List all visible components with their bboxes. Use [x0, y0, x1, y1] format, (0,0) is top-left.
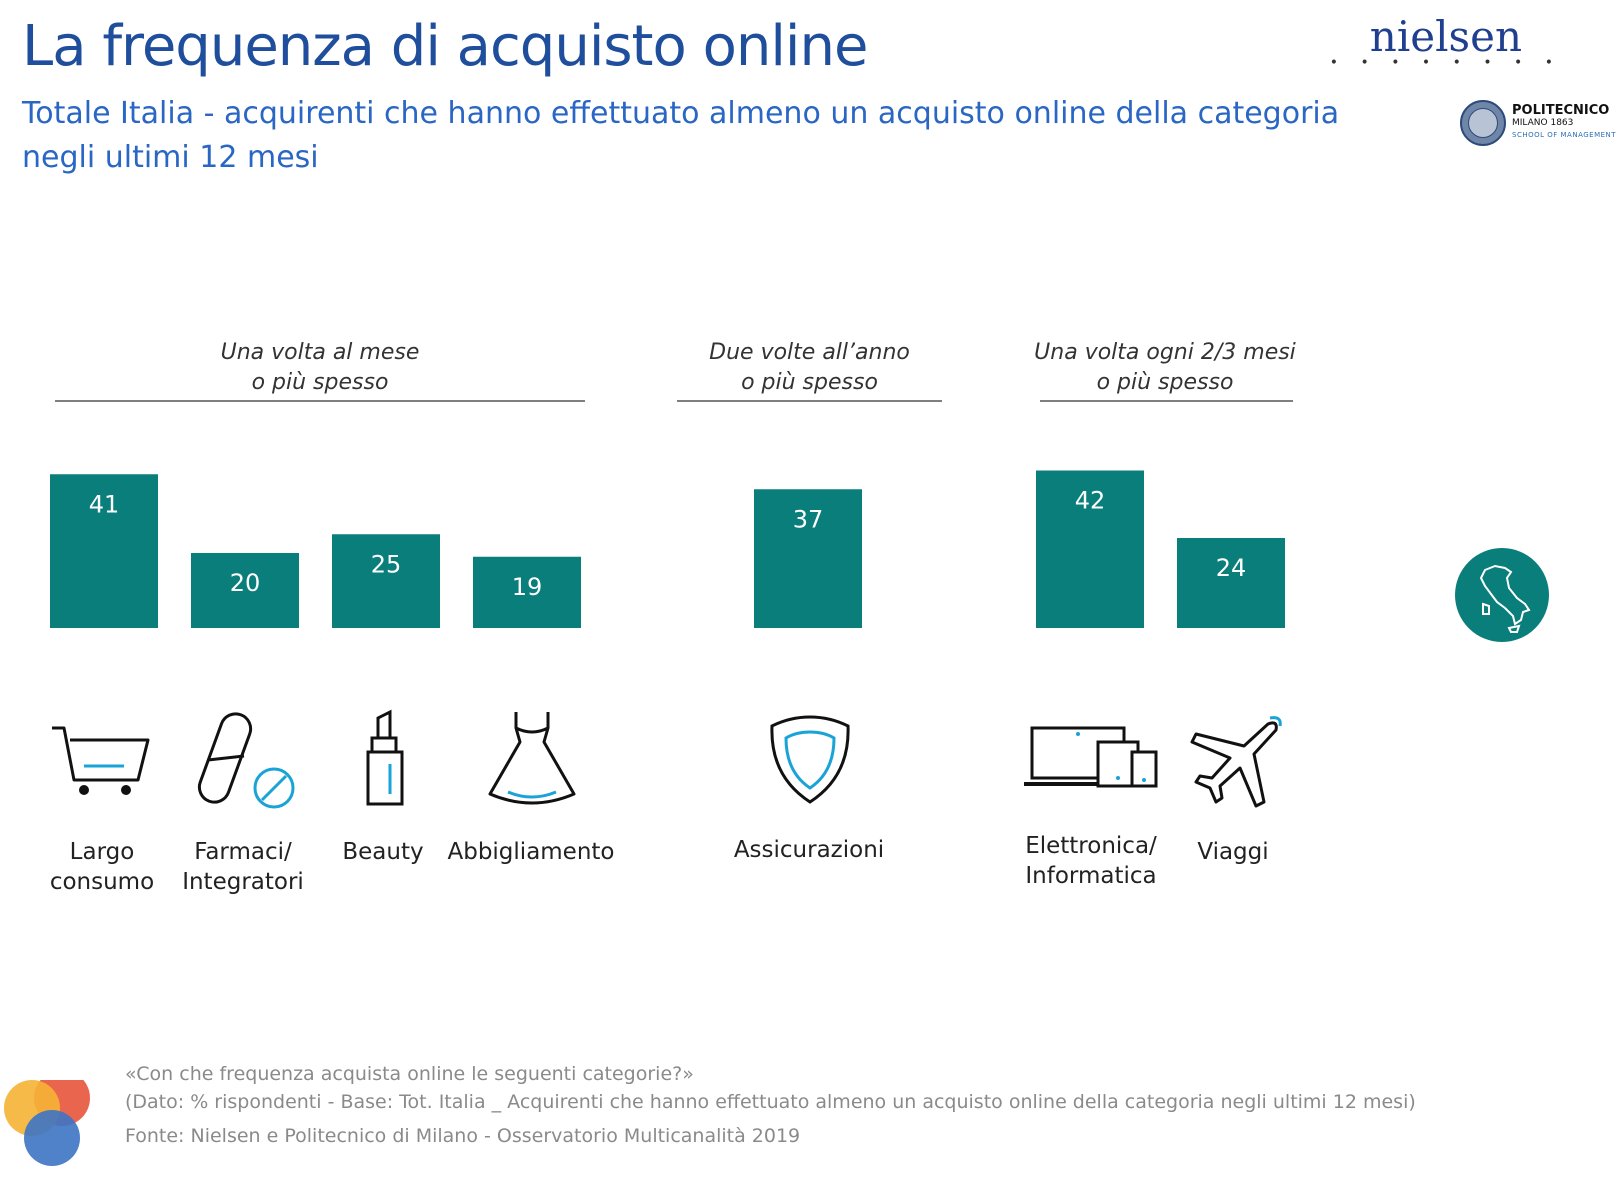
airplane-icon — [1190, 716, 1282, 808]
page-title: La frequenza di acquisto online — [22, 14, 868, 79]
bar-value-label-3: 19 — [512, 573, 543, 601]
category-label-viaggi: Viaggi — [1138, 837, 1328, 867]
bar-4 — [754, 489, 862, 628]
devices-icon — [1024, 726, 1158, 788]
group-rule-monthly — [55, 400, 585, 402]
group-label-line2: o più spesso — [251, 370, 389, 395]
politecnico-name: POLITECNICO — [1512, 103, 1610, 118]
politecnico-school: SCHOOL OF MANAGEMENT — [1512, 131, 1617, 139]
category-label-line2: Informatica — [1025, 863, 1157, 889]
group-label-line1: Una volta al mese — [220, 340, 420, 365]
category-label-beauty: Beauty — [288, 837, 478, 867]
shield-icon — [770, 715, 850, 804]
category-label-farmaci: Farmaci/ Integratori — [148, 837, 338, 897]
category-label-line1: Elettronica/ — [1025, 833, 1157, 859]
bar-value-label-4: 37 — [793, 505, 824, 533]
category-label-line1: Abbigliamento — [447, 839, 615, 865]
footer-notes: «Con che frequenza acquista online le se… — [125, 1060, 1416, 1150]
group-label-line2: o più spesso — [1096, 370, 1234, 395]
nielsen-logo: nielsen • • • • • • • • — [1330, 12, 1562, 71]
footer-question: «Con che frequenza acquista online le se… — [125, 1063, 694, 1085]
bar-2 — [332, 534, 440, 628]
category-label-abbigliamento: Abbigliamento — [436, 837, 626, 867]
group-label-line1: Una volta ogni 2/3 mesi — [1034, 340, 1296, 365]
category-label-assicurazioni: Assicurazioni — [714, 835, 904, 865]
bar-chart: 41 20 25 19 37 42 24 — [50, 470, 1285, 628]
bar-value-label-1: 20 — [230, 569, 261, 597]
nielsen-logo-dots: • • • • • • • • — [1329, 55, 1562, 71]
category-label-line1: Assicurazioni — [733, 837, 885, 863]
dress-icon — [488, 712, 576, 805]
politecnico-city: MILANO 1863 — [1512, 118, 1574, 128]
politecnico-logo: POLITECNICO MILANO 1863 SCHOOL OF MANAGE… — [1460, 100, 1616, 146]
category-label-line2: consumo — [49, 869, 155, 895]
category-label-line2: Integratori — [182, 869, 304, 895]
group-label-line2: o più spesso — [741, 370, 878, 395]
bar-0 — [50, 474, 158, 628]
pill-icon — [197, 712, 295, 809]
bar-6 — [1177, 538, 1285, 628]
politecnico-seal-icon — [1460, 100, 1506, 146]
lipstick-icon — [366, 709, 404, 806]
page-subtitle: Totale Italia - acquirenti che hanno eff… — [22, 96, 1340, 175]
group-label-twice-yearly: Due volte all’anno o più spesso — [677, 338, 942, 398]
group-rule-twice-yearly — [677, 400, 942, 402]
category-label-line1: Farmaci/ — [194, 839, 292, 865]
category-label-elettronica: Elettronica/ Informatica — [996, 831, 1186, 891]
group-label-every-2-3-months: Una volta ogni 2/3 mesi o più spesso — [1030, 338, 1300, 398]
category-label-line1: Largo — [69, 839, 135, 865]
category-label-largo-consumo: Largo consumo — [7, 837, 197, 897]
category-label-line1: Viaggi — [1197, 839, 1269, 865]
bar-value-label-2: 25 — [371, 550, 402, 578]
group-label-monthly: Una volta al mese o più spesso — [55, 338, 585, 398]
bar-5 — [1036, 470, 1144, 628]
group-label-line1: Due volte all’anno — [709, 340, 910, 365]
bar-3 — [473, 556, 581, 628]
brand-circles-icon — [4, 1080, 90, 1166]
bar-value-label-5: 42 — [1075, 487, 1106, 515]
italy-map-icon — [1455, 548, 1549, 642]
group-rule-every-2-3-months — [1040, 400, 1293, 402]
bar-1 — [191, 553, 299, 628]
footer-base: (Dato: % rispondenti - Base: Tot. Italia… — [125, 1091, 1416, 1113]
nielsen-logo-text: nielsen — [1369, 12, 1522, 61]
bar-value-label-6: 24 — [1216, 554, 1247, 582]
bar-value-label-0: 41 — [89, 490, 120, 518]
footer-source: Fonte: Nielsen e Politecnico di Milano -… — [125, 1125, 801, 1147]
category-label-line1: Beauty — [342, 839, 424, 865]
shopping-cart-icon — [52, 726, 150, 795]
